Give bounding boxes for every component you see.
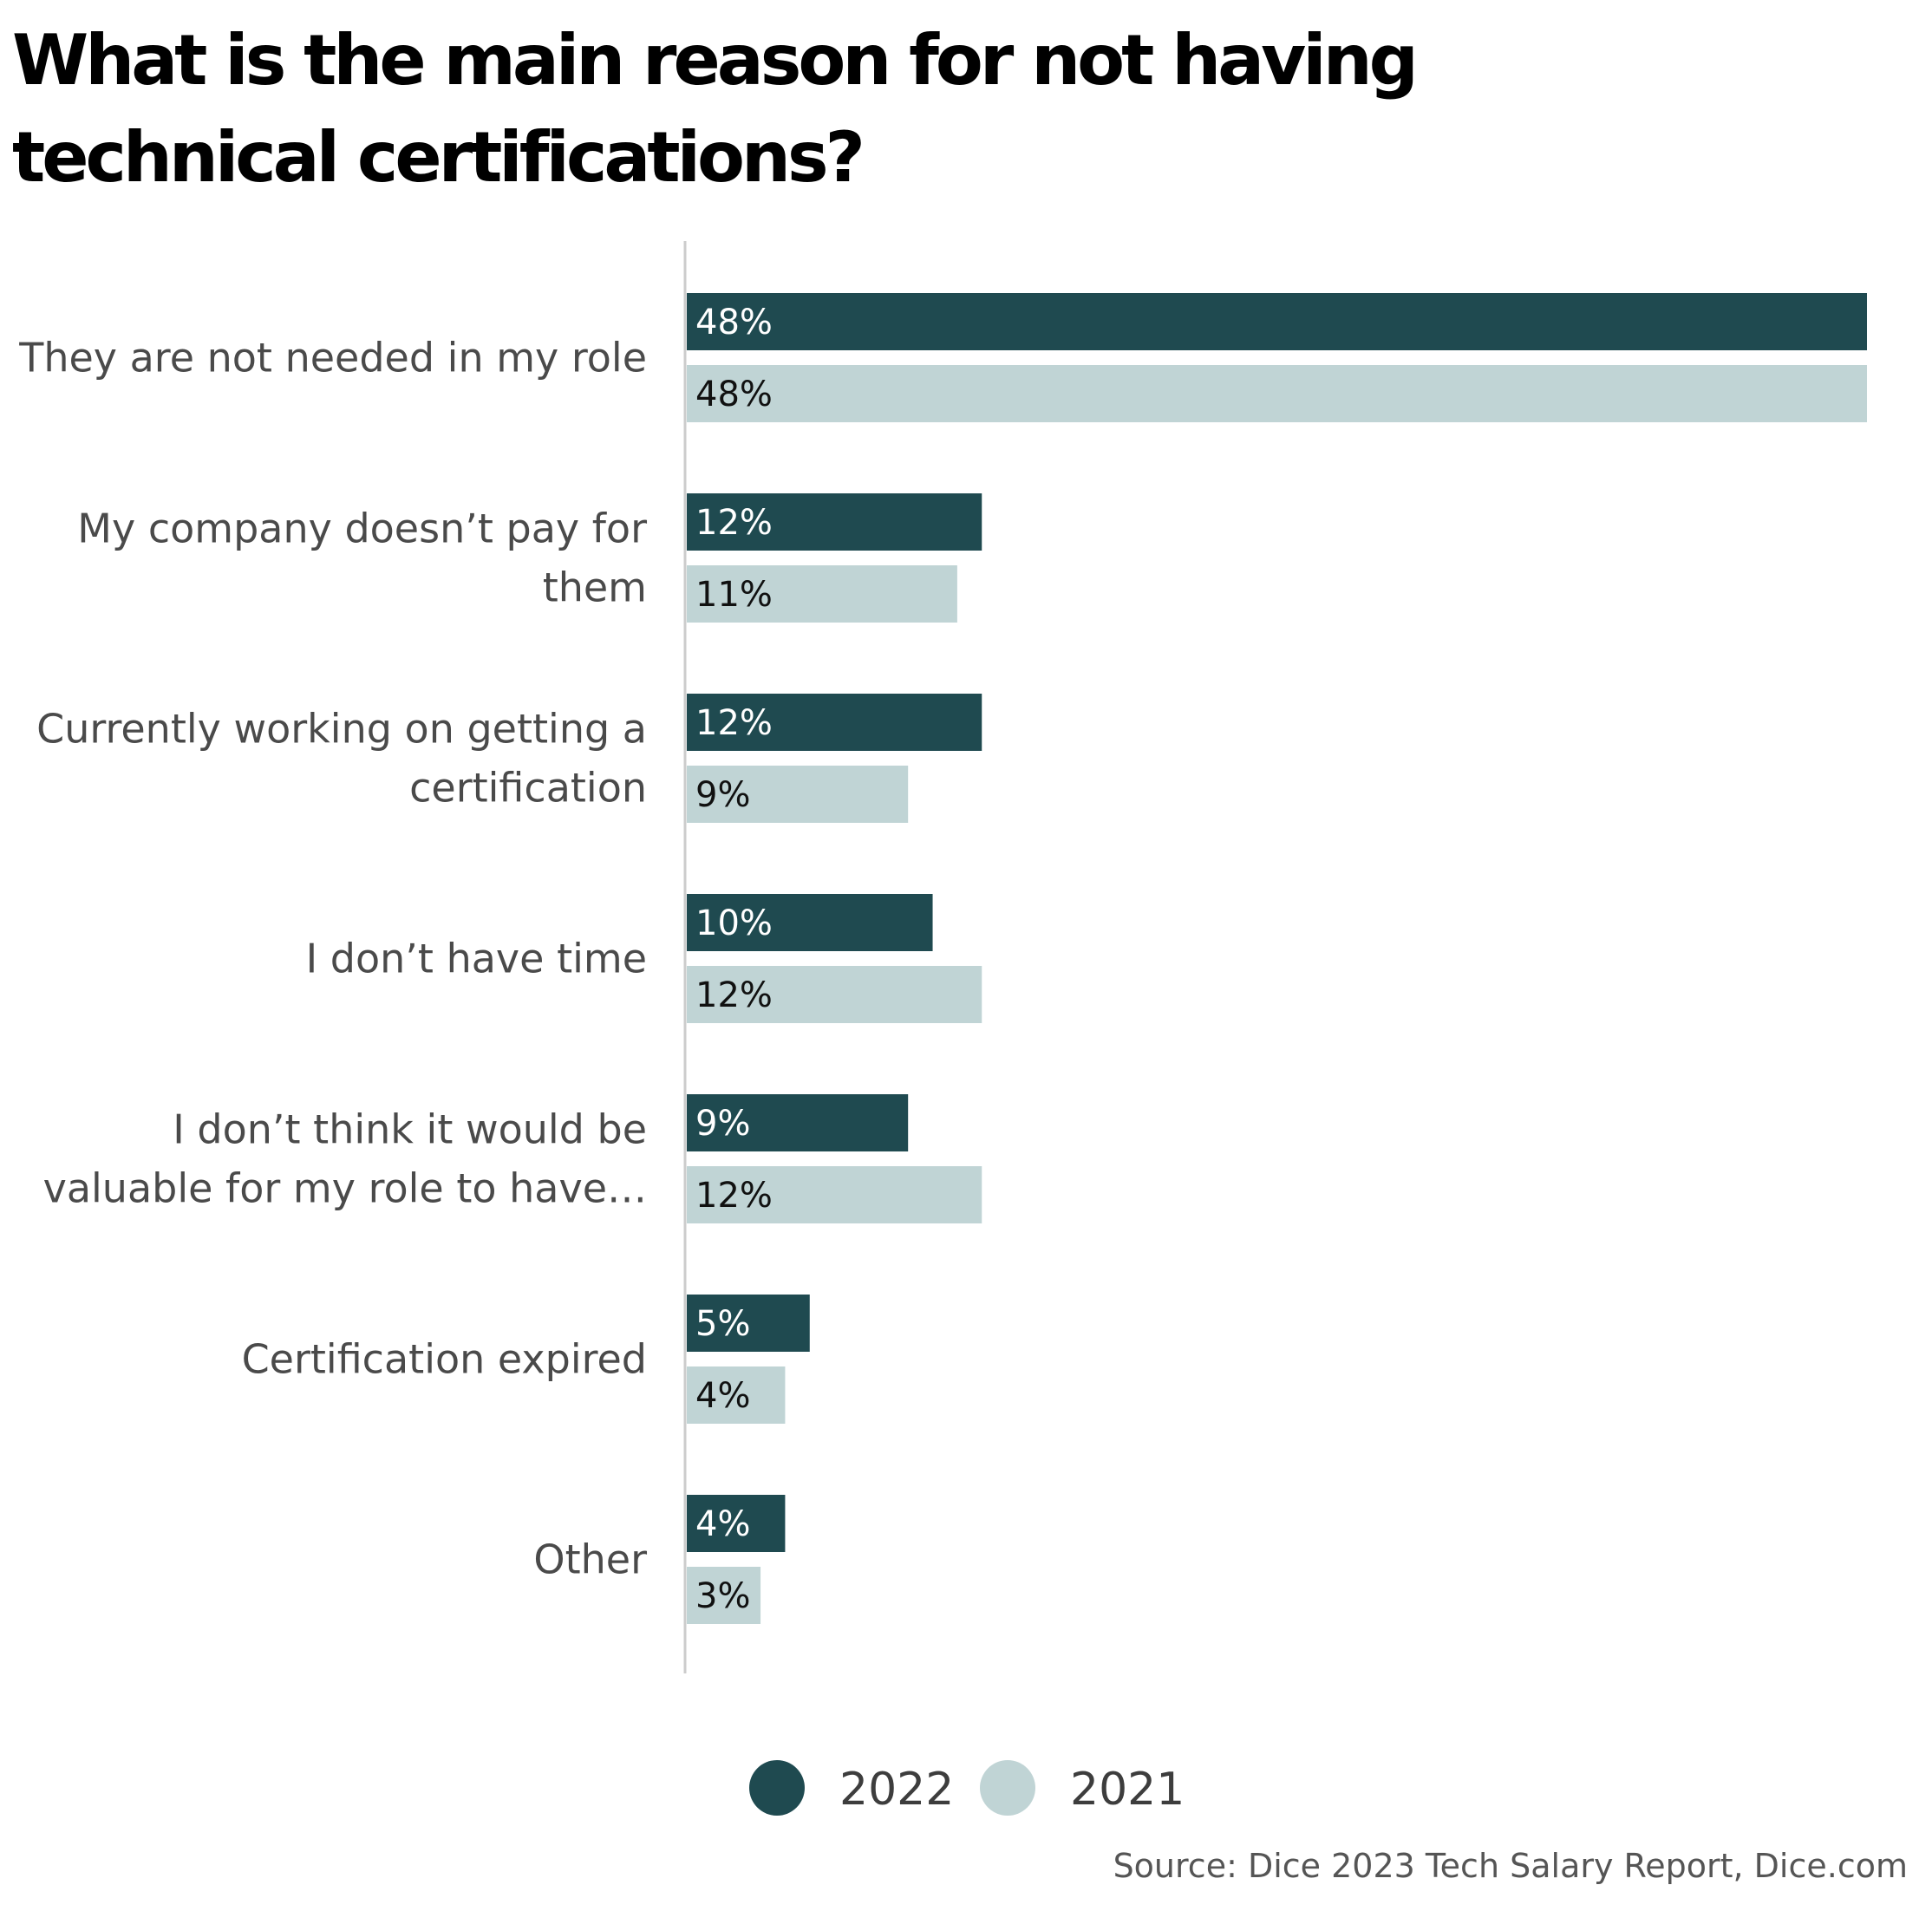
bar-2022-6 <box>687 1495 786 1552</box>
value-label-2021-4: 12% <box>695 1176 773 1216</box>
category-label-6: Other <box>533 1536 647 1583</box>
value-label-2022-1: 12% <box>695 503 773 543</box>
bar-2022-2 <box>687 694 982 751</box>
chart-title: What is the main reason for not having t… <box>12 20 1419 198</box>
bar-2022-3 <box>687 894 933 951</box>
value-label-2022-3: 10% <box>695 903 773 943</box>
value-label-2021-1: 11% <box>695 575 773 615</box>
value-label-2021-0: 48% <box>695 375 773 414</box>
category-label-0: They are not needed in my role <box>18 335 647 382</box>
value-label-2022-0: 48% <box>695 303 773 342</box>
value-label-2021-3: 12% <box>695 975 773 1015</box>
value-label-2022-4: 9% <box>695 1104 750 1144</box>
bar-2022-5 <box>687 1295 810 1352</box>
legend-swatch-2022 <box>749 1760 805 1816</box>
category-label-2: certification <box>409 765 647 812</box>
category-label-3: I don’t have time <box>306 936 647 982</box>
source-note: Source: Dice 2023 Tech Salary Report, Di… <box>1113 1847 1908 1885</box>
legend-label-2022: 2022 <box>839 1764 954 1816</box>
value-label-2021-6: 3% <box>695 1576 750 1616</box>
value-label-2022-5: 5% <box>695 1304 750 1344</box>
bars-layer: 48% 48% 12% 11% 12% 9% 10% 12% 9% 12% 5% 4% 4% 3% <box>687 293 1867 1624</box>
bar-2021-5 <box>687 1366 786 1424</box>
category-label-5: Certification expired <box>242 1336 647 1383</box>
legend: 2022 2021 <box>749 1760 1185 1816</box>
value-label-2021-2: 9% <box>695 775 750 815</box>
bar-2022-1 <box>687 493 982 551</box>
category-label-1: My company doesn’t pay for <box>77 505 647 552</box>
category-label-4: I don’t think it would be <box>173 1106 647 1153</box>
category-label-2: Currently working on getting a <box>36 706 647 753</box>
bar-2021-3 <box>687 966 982 1023</box>
legend-swatch-2021 <box>980 1760 1035 1816</box>
bar-2022-0 <box>687 293 1867 350</box>
value-label-2021-5: 4% <box>695 1376 750 1416</box>
value-label-2022-6: 4% <box>695 1504 750 1544</box>
bar-2021-6 <box>687 1567 761 1624</box>
category-labels: They are not needed in my role My company… <box>18 335 647 1583</box>
category-label-1: them <box>543 564 647 611</box>
bar-2021-0 <box>687 365 1867 422</box>
bar-2021-4 <box>687 1166 982 1223</box>
bar-2021-1 <box>687 565 957 623</box>
category-label-4: valuable for my role to have… <box>43 1165 647 1212</box>
bar-2022-4 <box>687 1094 909 1151</box>
value-label-2022-2: 12% <box>695 703 773 743</box>
bar-2021-2 <box>687 766 909 823</box>
legend-label-2021: 2021 <box>1070 1764 1185 1816</box>
